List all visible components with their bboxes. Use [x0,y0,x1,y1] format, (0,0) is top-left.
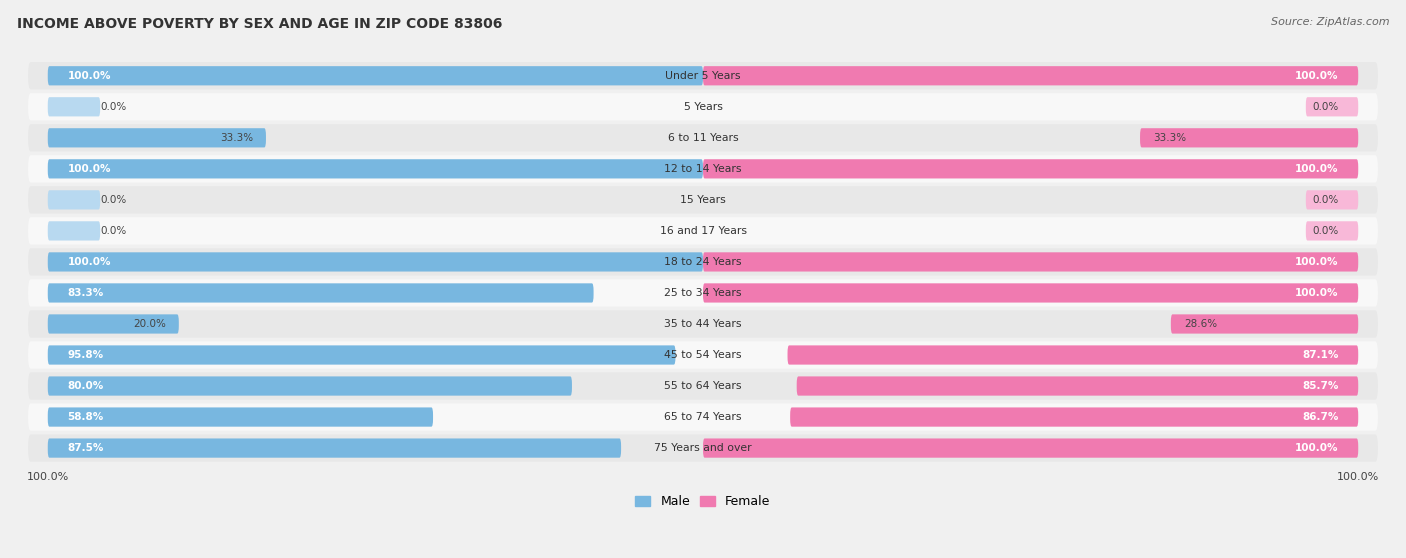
Text: 12 to 14 Years: 12 to 14 Years [664,164,742,174]
FancyBboxPatch shape [28,93,1378,121]
Text: 100.0%: 100.0% [67,257,111,267]
FancyBboxPatch shape [28,186,1378,214]
FancyBboxPatch shape [28,280,1378,306]
Text: 86.7%: 86.7% [1302,412,1339,422]
Text: 65 to 74 Years: 65 to 74 Years [664,412,742,422]
Text: 0.0%: 0.0% [1312,226,1339,236]
Text: 80.0%: 80.0% [67,381,104,391]
FancyBboxPatch shape [48,439,621,458]
Text: 0.0%: 0.0% [1312,195,1339,205]
FancyBboxPatch shape [48,128,266,147]
Text: 0.0%: 0.0% [100,102,127,112]
FancyBboxPatch shape [790,407,1358,427]
Text: 33.3%: 33.3% [219,133,253,143]
Text: 33.3%: 33.3% [1153,133,1187,143]
Text: 100.0%: 100.0% [1295,443,1339,453]
Text: 35 to 44 Years: 35 to 44 Years [664,319,742,329]
FancyBboxPatch shape [48,222,100,240]
Legend: Male, Female: Male, Female [630,490,776,513]
Text: 100.0%: 100.0% [27,472,69,482]
FancyBboxPatch shape [48,345,675,364]
Text: 0.0%: 0.0% [1312,102,1339,112]
FancyBboxPatch shape [703,66,1358,85]
Text: 45 to 54 Years: 45 to 54 Years [664,350,742,360]
Text: 15 Years: 15 Years [681,195,725,205]
Text: 100.0%: 100.0% [1337,472,1379,482]
FancyBboxPatch shape [28,62,1378,89]
FancyBboxPatch shape [28,341,1378,369]
FancyBboxPatch shape [703,252,1358,272]
FancyBboxPatch shape [28,372,1378,400]
FancyBboxPatch shape [48,66,703,85]
FancyBboxPatch shape [48,97,100,117]
FancyBboxPatch shape [48,377,572,396]
Text: 83.3%: 83.3% [67,288,104,298]
Text: 87.5%: 87.5% [67,443,104,453]
FancyBboxPatch shape [787,345,1358,364]
Text: Under 5 Years: Under 5 Years [665,71,741,81]
FancyBboxPatch shape [703,283,1358,302]
Text: 28.6%: 28.6% [1184,319,1218,329]
FancyBboxPatch shape [703,159,1358,179]
FancyBboxPatch shape [1306,190,1358,209]
Text: 6 to 11 Years: 6 to 11 Years [668,133,738,143]
Text: Source: ZipAtlas.com: Source: ZipAtlas.com [1271,17,1389,27]
Text: 100.0%: 100.0% [67,71,111,81]
FancyBboxPatch shape [1171,314,1358,334]
FancyBboxPatch shape [28,310,1378,338]
FancyBboxPatch shape [1140,128,1358,147]
FancyBboxPatch shape [1306,97,1358,117]
Text: 100.0%: 100.0% [1295,288,1339,298]
FancyBboxPatch shape [703,439,1358,458]
FancyBboxPatch shape [28,403,1378,431]
Text: 0.0%: 0.0% [100,195,127,205]
Text: 87.1%: 87.1% [1302,350,1339,360]
Text: 20.0%: 20.0% [132,319,166,329]
FancyBboxPatch shape [28,124,1378,151]
Text: 5 Years: 5 Years [683,102,723,112]
FancyBboxPatch shape [48,407,433,427]
Text: 100.0%: 100.0% [1295,164,1339,174]
Text: 100.0%: 100.0% [1295,71,1339,81]
FancyBboxPatch shape [28,155,1378,182]
Text: 75 Years and over: 75 Years and over [654,443,752,453]
Text: 25 to 34 Years: 25 to 34 Years [664,288,742,298]
FancyBboxPatch shape [48,252,703,272]
FancyBboxPatch shape [28,435,1378,461]
Text: 100.0%: 100.0% [1295,257,1339,267]
Text: 95.8%: 95.8% [67,350,104,360]
FancyBboxPatch shape [48,283,593,302]
Text: 16 and 17 Years: 16 and 17 Years [659,226,747,236]
FancyBboxPatch shape [48,314,179,334]
Text: INCOME ABOVE POVERTY BY SEX AND AGE IN ZIP CODE 83806: INCOME ABOVE POVERTY BY SEX AND AGE IN Z… [17,17,502,31]
Text: 58.8%: 58.8% [67,412,104,422]
FancyBboxPatch shape [28,217,1378,244]
Text: 55 to 64 Years: 55 to 64 Years [664,381,742,391]
Text: 85.7%: 85.7% [1302,381,1339,391]
Text: 100.0%: 100.0% [67,164,111,174]
FancyBboxPatch shape [28,248,1378,276]
FancyBboxPatch shape [1306,222,1358,240]
FancyBboxPatch shape [48,190,100,209]
Text: 0.0%: 0.0% [100,226,127,236]
FancyBboxPatch shape [797,377,1358,396]
Text: 18 to 24 Years: 18 to 24 Years [664,257,742,267]
FancyBboxPatch shape [48,159,703,179]
